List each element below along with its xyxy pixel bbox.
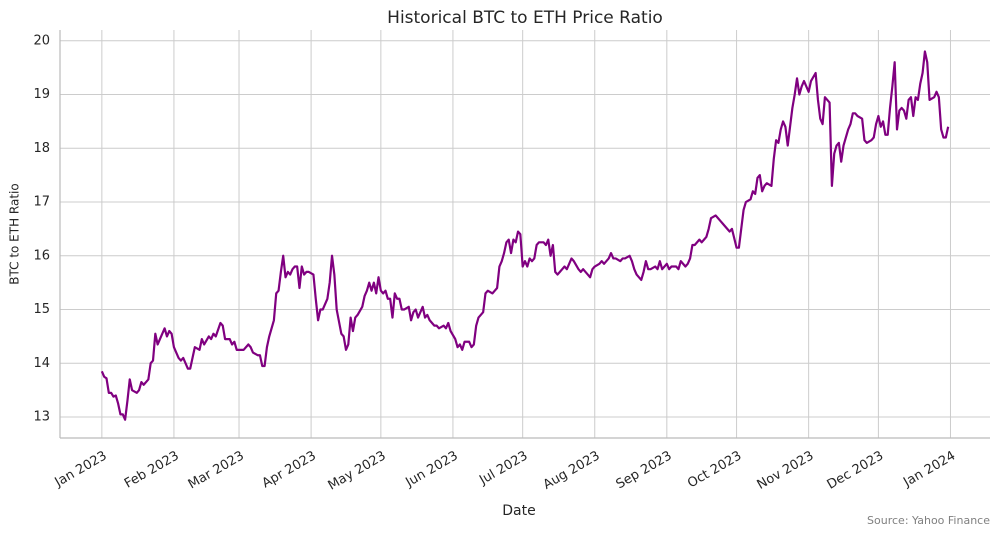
y-tick-label: 13 bbox=[33, 410, 50, 425]
y-tick-label: 16 bbox=[33, 248, 50, 263]
y-tick-label: 19 bbox=[33, 87, 50, 102]
x-tick-label: Apr 2023 bbox=[260, 449, 319, 492]
chart-title: Historical BTC to ETH Price Ratio bbox=[387, 8, 663, 28]
y-tick-label: 15 bbox=[33, 302, 50, 317]
x-axis-label: Date bbox=[502, 503, 535, 519]
x-tick-label: Nov 2023 bbox=[755, 449, 817, 493]
x-tick-label: Mar 2023 bbox=[186, 449, 247, 493]
y-tick-label: 18 bbox=[33, 141, 50, 156]
y-tick-label: 20 bbox=[33, 33, 50, 48]
x-tick-label: Aug 2023 bbox=[541, 449, 603, 493]
x-tick-label: Jan 2023 bbox=[52, 449, 110, 491]
y-tick-label: 14 bbox=[33, 356, 50, 371]
y-tick-label: 17 bbox=[33, 195, 50, 210]
x-tick-label: Dec 2023 bbox=[825, 449, 887, 493]
y-axis-label: BTC to ETH Ratio bbox=[8, 183, 22, 284]
x-tick-label: Jan 2024 bbox=[900, 449, 958, 491]
data-line bbox=[100, 50, 950, 421]
x-tick-label: Sep 2023 bbox=[614, 449, 675, 493]
x-tick-label: Jun 2023 bbox=[402, 449, 460, 491]
x-tick-label: Jul 2023 bbox=[476, 449, 530, 489]
x-tick-label: May 2023 bbox=[326, 449, 389, 494]
x-tick-label: Feb 2023 bbox=[122, 449, 182, 492]
source-note: Source: Yahoo Finance bbox=[867, 514, 990, 527]
x-tick-label: Oct 2023 bbox=[685, 449, 744, 492]
